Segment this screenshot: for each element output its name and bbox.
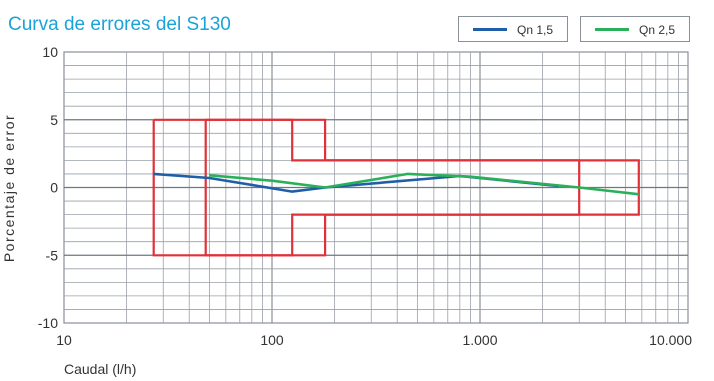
legend-label-qn15: Qn 1,5	[517, 23, 554, 37]
x-tick-label: 1.000	[462, 332, 497, 348]
x-tick-label: 100	[260, 332, 284, 348]
legend-swatch-qn15	[473, 28, 507, 31]
legend-item-qn25: Qn 2,5	[580, 16, 690, 42]
y-tick-label: -5	[46, 247, 59, 263]
x-tick-label: 10.000	[649, 332, 692, 348]
series-line-2	[209, 172, 639, 196]
series-lines	[153, 172, 639, 196]
tolerance-envelopes	[152, 118, 640, 257]
y-tick-label: 0	[50, 180, 58, 196]
y-tick-label: 5	[50, 112, 58, 128]
legend-item-qn15: Qn 1,5	[458, 16, 568, 42]
y-tick-label: 10	[42, 44, 58, 60]
y-axis-title: Porcentaje de error	[1, 114, 17, 262]
x-axis-title: Caudal (l/h)	[64, 361, 136, 377]
x-tick-label: 10	[56, 332, 72, 348]
y-tick-label: -10	[38, 315, 58, 331]
tolerance-envelope-2	[204, 118, 640, 257]
grid	[63, 51, 689, 324]
legend-swatch-qn25	[595, 28, 629, 31]
chart-title: Curva de errores del S130	[8, 14, 231, 35]
legend-label-qn25: Qn 2,5	[639, 23, 676, 37]
